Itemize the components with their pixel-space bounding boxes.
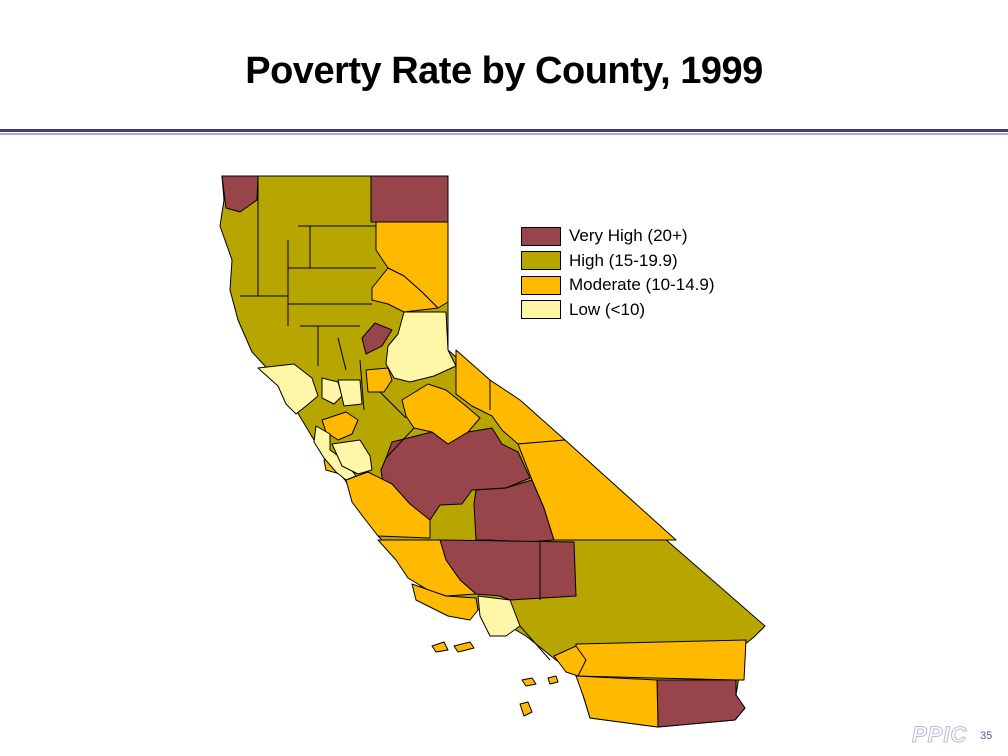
county-moderate [553,645,587,677]
county-moderate [453,641,475,653]
ppic-logo: PPIC [911,722,968,748]
legend-label: Very High (20+) [569,226,688,246]
county-moderate [371,267,439,313]
county-moderate [365,367,393,393]
county-moderate [411,583,479,621]
island [521,677,537,687]
legend-swatch [521,226,561,246]
title-rule [0,129,1008,132]
county-very-high [370,175,449,223]
county-low [477,595,521,637]
page-number: 35 [980,730,993,742]
title-rule-shadow [0,133,1008,135]
county-moderate [575,639,747,681]
county-moderate [455,349,566,445]
legend-swatch [521,300,561,320]
legend-label: Moderate (10-14.9) [569,275,715,295]
county-very-high [656,679,746,728]
legend-item: Very High (20+) [521,224,715,249]
county-very-high [361,322,393,355]
county-moderate [377,539,477,597]
county-moderate [401,383,481,445]
map-legend: Very High (20+) High (15-19.9) Moderate … [521,224,715,322]
legend-swatch [521,275,561,295]
county-low [257,363,319,415]
legend-label: Low (<10) [569,299,646,319]
county-low [331,439,373,475]
county-moderate [431,641,449,653]
legend-label: High (15-19.9) [569,250,678,270]
legend-item: Moderate (10-14.9) [521,273,715,298]
county-low [385,311,457,383]
county-moderate [575,675,659,728]
slide-title: Poverty Rate by County, 1999 [245,50,763,92]
county-moderate [345,471,431,539]
county-boundaries [240,176,551,661]
legend-swatch [521,251,561,271]
legend-item: High (15-19.9) [521,249,715,274]
county-moderate [517,439,677,541]
island [547,675,559,685]
county-low [337,379,363,407]
island [519,701,533,717]
legend-item: Low (<10) [521,298,715,323]
county-low [321,377,343,405]
county-very-high [473,479,555,543]
